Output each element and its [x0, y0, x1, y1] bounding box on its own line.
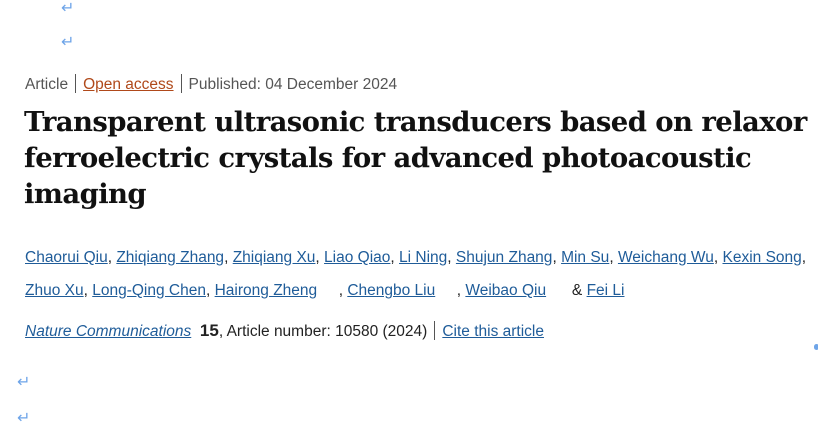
- author-separator: ,: [447, 249, 456, 266]
- paragraph-mark-icon: ↵: [17, 372, 31, 391]
- author-link[interactable]: Zhiqiang Zhang: [116, 249, 225, 266]
- author-link[interactable]: Min Su: [561, 249, 610, 266]
- author-separator: ,: [224, 249, 233, 266]
- author-separator: ,: [315, 249, 325, 266]
- author-separator: ,: [801, 249, 811, 266]
- paragraph-mark-icon: ↵: [17, 408, 31, 427]
- divider: [180, 74, 182, 93]
- paragraph-mark-icon: ↵: [61, 32, 75, 51]
- published-date: Published: 04 December 2024: [188, 76, 398, 93]
- citation-line: Nature Communications 15, Article number…: [25, 321, 544, 341]
- author-separator: ,: [713, 249, 723, 266]
- cursor-marker: [814, 344, 818, 350]
- author-link[interactable]: Liao Qiao: [324, 249, 391, 266]
- author-separator: ,: [609, 249, 618, 266]
- cite-this-article-link[interactable]: Cite this article: [442, 323, 544, 340]
- author-link[interactable]: Chengbo Liu: [347, 282, 436, 299]
- author-link[interactable]: Zhuo Xu: [25, 282, 84, 299]
- divider: [75, 74, 77, 93]
- author-separator: ,: [205, 282, 215, 299]
- author-separator: ,: [435, 282, 466, 299]
- article-type: Article: [25, 76, 69, 93]
- journal-link[interactable]: Nature Communications: [25, 323, 192, 340]
- author-separator: ,: [317, 282, 348, 299]
- author-link[interactable]: Long-Qing Chen: [92, 282, 206, 299]
- author-link[interactable]: Fei Li: [586, 282, 625, 299]
- author-separator: ,: [83, 282, 93, 299]
- author-separator: &: [546, 282, 587, 299]
- author-link[interactable]: Shujun Zhang: [455, 249, 553, 266]
- author-link[interactable]: Chaorui Qiu: [25, 249, 108, 266]
- author-link[interactable]: Zhiqiang Xu: [232, 249, 316, 266]
- divider: [434, 321, 436, 340]
- article-meta: Article Open access Published: 04 December…: [25, 74, 397, 94]
- article-number: , Article number: 10580 (2024): [218, 323, 428, 340]
- author-link[interactable]: Kexin Song: [722, 249, 802, 266]
- author-link[interactable]: Weichang Wu: [617, 249, 714, 266]
- author-link[interactable]: Li Ning: [399, 249, 448, 266]
- paragraph-mark-icon: ↵: [61, 0, 75, 17]
- author-link[interactable]: Weibao Qiu: [465, 282, 547, 299]
- author-separator: ,: [552, 249, 562, 266]
- author-separator: ,: [107, 249, 117, 266]
- article-title: Transparent ultrasonic transducers based…: [24, 106, 807, 210]
- author-list: Chaorui Qiu, Zhiqiang Zhang, Zhiqiang Xu…: [25, 241, 818, 307]
- author-separator: ,: [390, 249, 400, 266]
- open-access-link[interactable]: Open access: [83, 76, 174, 93]
- author-link[interactable]: Hairong Zheng: [214, 282, 318, 299]
- volume: 15: [199, 321, 219, 340]
